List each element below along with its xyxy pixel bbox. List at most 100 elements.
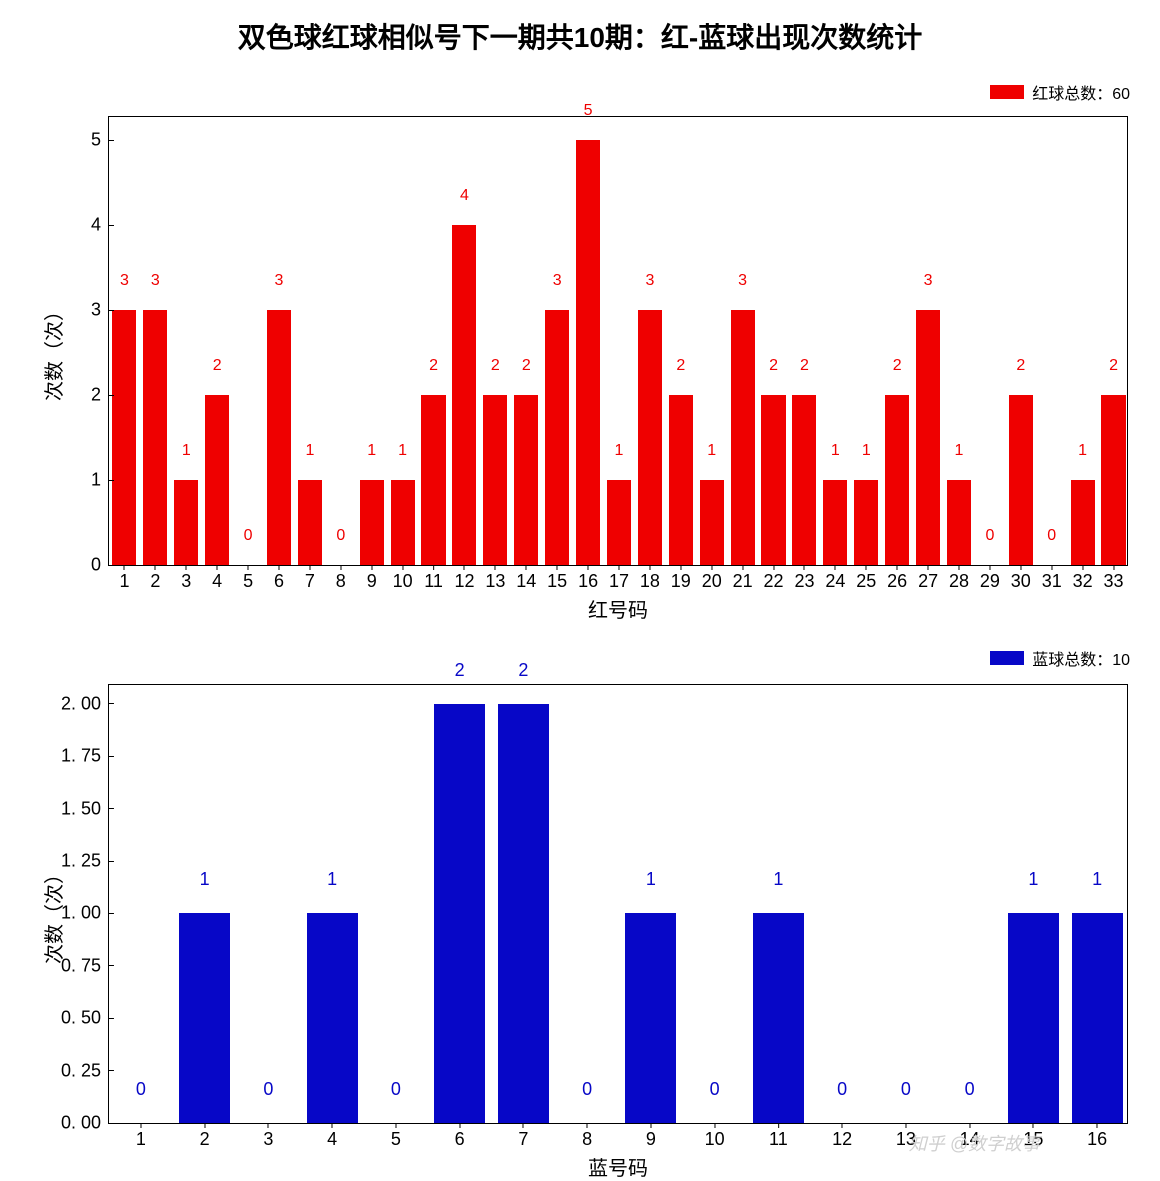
bar-value-label: 0	[901, 1079, 911, 1100]
ylabel-red: 次数（次）	[38, 301, 67, 401]
bar	[205, 395, 229, 565]
x-tick: 23	[794, 565, 814, 592]
x-tick: 16	[1087, 1123, 1107, 1150]
bar	[174, 480, 198, 565]
bar	[854, 480, 878, 565]
bar-value-label: 1	[773, 869, 783, 890]
bar-value-label: 1	[1078, 442, 1087, 460]
bar	[112, 310, 136, 565]
bar-value-label: 0	[1047, 527, 1056, 545]
x-tick: 32	[1073, 565, 1093, 592]
bar	[421, 395, 445, 565]
legend-red: 红球总数：60	[990, 80, 1130, 104]
bar	[267, 310, 291, 565]
y-tick: 1. 50	[61, 798, 109, 819]
bar-value-label: 0	[136, 1079, 146, 1100]
x-tick: 21	[733, 565, 753, 592]
bar	[545, 310, 569, 565]
x-tick: 1	[136, 1123, 146, 1150]
bar-value-label: 2	[491, 357, 500, 375]
bar	[753, 913, 804, 1123]
bar-value-label: 1	[707, 442, 716, 460]
y-tick: 0. 00	[61, 1113, 109, 1134]
bar-value-label: 3	[275, 272, 284, 290]
y-tick: 0	[91, 555, 109, 576]
x-tick: 30	[1011, 565, 1031, 592]
x-tick: 19	[671, 565, 691, 592]
x-tick: 10	[393, 565, 413, 592]
bar	[298, 480, 322, 565]
x-tick: 33	[1104, 565, 1124, 592]
legend-blue-swatch	[990, 651, 1024, 665]
y-tick: 1. 75	[61, 746, 109, 767]
bar-value-label: 1	[1092, 869, 1102, 890]
y-tick: 0. 75	[61, 955, 109, 976]
watermark: 知乎 @数字故事	[909, 1130, 1040, 1156]
bar-value-label: 3	[151, 272, 160, 290]
bar-value-label: 3	[553, 272, 562, 290]
xlabel-blue: 蓝号码	[108, 1152, 1128, 1181]
x-tick: 2	[200, 1123, 210, 1150]
ylabel-blue: 次数（次）	[38, 864, 67, 964]
bar-value-label: 1	[1028, 869, 1038, 890]
chart-title: 双色球红球相似号下一期共10期：红-蓝球出现次数统计	[0, 16, 1160, 56]
bar	[823, 480, 847, 565]
bar-value-label: 1	[327, 869, 337, 890]
bar-value-label: 0	[985, 527, 994, 545]
bar-value-label: 3	[738, 272, 747, 290]
bar	[1009, 395, 1033, 565]
y-tick: 1. 25	[61, 851, 109, 872]
bar-value-label: 1	[367, 442, 376, 460]
y-tick: 4	[91, 215, 109, 236]
bar	[607, 480, 631, 565]
bar-value-label: 1	[615, 442, 624, 460]
x-tick: 7	[305, 565, 315, 592]
bar-value-label: 1	[646, 869, 656, 890]
bar	[391, 480, 415, 565]
x-tick: 6	[455, 1123, 465, 1150]
bar-value-label: 5	[584, 102, 593, 120]
y-tick: 2	[91, 385, 109, 406]
x-tick: 13	[485, 565, 505, 592]
bar	[700, 480, 724, 565]
bar-value-label: 1	[398, 442, 407, 460]
x-tick: 10	[705, 1123, 725, 1150]
x-tick: 22	[764, 565, 784, 592]
bar-value-label: 1	[305, 442, 314, 460]
x-tick: 3	[263, 1123, 273, 1150]
x-tick: 12	[832, 1123, 852, 1150]
x-tick: 4	[327, 1123, 337, 1150]
legend-red-swatch	[990, 85, 1024, 99]
bar-value-label: 0	[710, 1079, 720, 1100]
bar	[947, 480, 971, 565]
x-tick: 29	[980, 565, 1000, 592]
x-tick: 5	[391, 1123, 401, 1150]
bar-value-label: 0	[336, 527, 345, 545]
legend-blue: 蓝球总数：10	[990, 646, 1130, 670]
bar-value-label: 2	[455, 660, 465, 681]
x-tick: 7	[518, 1123, 528, 1150]
y-tick: 1	[91, 470, 109, 491]
bar-value-label: 1	[862, 442, 871, 460]
x-tick: 17	[609, 565, 629, 592]
bar	[179, 913, 230, 1123]
bar	[669, 395, 693, 565]
bar	[761, 395, 785, 565]
plot-red: 3132132405361708191102114122132143155161…	[108, 116, 1128, 566]
bar	[434, 704, 485, 1123]
bar-value-label: 1	[955, 442, 964, 460]
bar-value-label: 3	[645, 272, 654, 290]
bar	[307, 913, 358, 1123]
x-tick: 9	[367, 565, 377, 592]
x-tick: 12	[454, 565, 474, 592]
y-tick: 3	[91, 300, 109, 321]
bar	[1072, 913, 1123, 1123]
x-tick: 14	[516, 565, 536, 592]
bar	[498, 704, 549, 1123]
bar	[625, 913, 676, 1123]
x-tick: 8	[582, 1123, 592, 1150]
x-tick: 18	[640, 565, 660, 592]
bar-value-label: 2	[1109, 357, 1118, 375]
bar	[1008, 913, 1059, 1123]
bar-value-label: 1	[182, 442, 191, 460]
